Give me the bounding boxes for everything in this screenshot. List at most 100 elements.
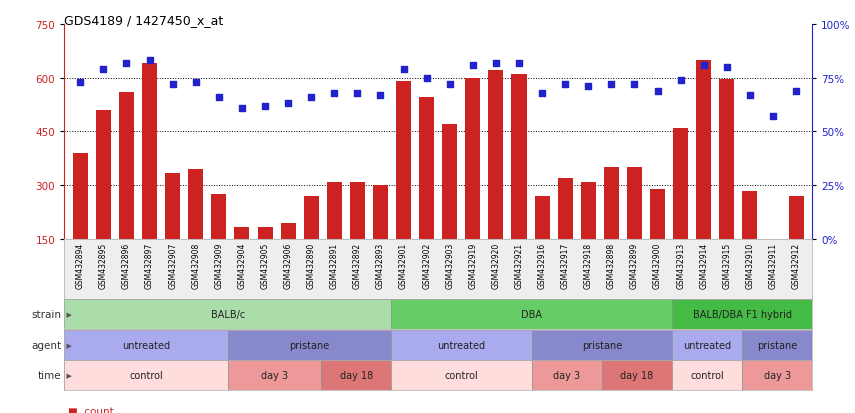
Bar (396, 82, 411, 293)
Text: pristane: pristane (581, 340, 622, 350)
Bar (211, 195, 227, 293)
Bar (532, 361, 602, 390)
Text: GSM432920: GSM432920 (492, 242, 500, 289)
Point (720, 64, 734, 71)
Bar (742, 191, 758, 293)
Point (443, 82, 457, 88)
Text: pristane: pristane (290, 340, 330, 350)
Bar (604, 168, 619, 293)
Bar (532, 330, 672, 360)
Text: pristane: pristane (757, 340, 798, 350)
Bar (142, 64, 157, 293)
Text: GSM432899: GSM432899 (630, 242, 639, 289)
Text: GSM432919: GSM432919 (469, 242, 477, 289)
Bar (696, 61, 711, 293)
Text: BALB/c: BALB/c (210, 309, 245, 319)
Bar (581, 182, 596, 293)
Text: GSM432892: GSM432892 (353, 242, 362, 289)
Text: GSM432893: GSM432893 (376, 242, 385, 289)
Point (512, 60, 526, 67)
Text: untreated: untreated (122, 340, 170, 350)
Point (581, 84, 595, 90)
Text: GSM432891: GSM432891 (330, 242, 339, 289)
Bar (742, 330, 812, 360)
Bar (672, 361, 742, 390)
Bar (280, 223, 296, 293)
Bar (742, 361, 812, 390)
Bar (788, 197, 804, 293)
Point (789, 88, 803, 95)
Point (327, 90, 341, 97)
Text: ▶: ▶ (62, 373, 72, 378)
Point (558, 82, 572, 88)
Point (420, 75, 433, 82)
Text: GSM432890: GSM432890 (307, 242, 315, 289)
Bar (392, 299, 672, 329)
Point (212, 95, 226, 101)
Bar (442, 125, 457, 293)
Bar (321, 361, 392, 390)
Text: GSM432911: GSM432911 (769, 242, 777, 289)
Text: GSM432910: GSM432910 (746, 242, 754, 289)
Text: untreated: untreated (438, 340, 486, 350)
Point (697, 62, 711, 69)
Point (258, 103, 272, 110)
Text: control: control (690, 370, 724, 380)
Text: strain: strain (32, 309, 62, 319)
Point (74, 79, 87, 86)
Text: day 18: day 18 (620, 370, 653, 380)
Bar (227, 361, 321, 390)
Text: DBA: DBA (522, 309, 542, 319)
Bar (672, 299, 812, 329)
Bar (392, 361, 532, 390)
Point (143, 58, 156, 64)
Point (97, 66, 110, 73)
Bar (327, 182, 342, 293)
Point (166, 82, 180, 88)
Point (189, 79, 203, 86)
Point (674, 77, 687, 84)
Bar (511, 75, 527, 293)
Bar (188, 170, 203, 293)
Text: day 18: day 18 (339, 370, 373, 380)
Bar (765, 247, 781, 293)
Bar (557, 179, 573, 293)
Text: ▶: ▶ (62, 311, 72, 317)
Text: ■  count: ■ count (68, 406, 115, 413)
Bar (64, 361, 227, 390)
Point (535, 90, 549, 97)
Text: BALB/DBA F1 hybrid: BALB/DBA F1 hybrid (693, 309, 792, 319)
Point (466, 62, 480, 69)
Point (489, 60, 503, 67)
Text: GSM432894: GSM432894 (76, 242, 85, 289)
Text: GSM432905: GSM432905 (261, 242, 269, 289)
Point (766, 114, 780, 121)
Text: GSM432902: GSM432902 (422, 242, 431, 289)
Bar (650, 190, 665, 293)
Bar (73, 154, 88, 293)
Text: GSM432895: GSM432895 (99, 242, 108, 289)
Bar (719, 80, 734, 293)
Text: day 3: day 3 (764, 370, 791, 380)
Text: GSM432915: GSM432915 (722, 242, 731, 289)
Bar (373, 186, 388, 293)
Text: day 3: day 3 (553, 370, 581, 380)
Text: control: control (445, 370, 479, 380)
Bar (227, 330, 392, 360)
Point (397, 66, 410, 73)
Point (351, 90, 364, 97)
Text: GSM432903: GSM432903 (445, 242, 454, 289)
Bar (465, 78, 481, 293)
Bar (602, 361, 672, 390)
Text: GSM432904: GSM432904 (238, 242, 246, 289)
Text: day 3: day 3 (261, 370, 288, 380)
Point (374, 93, 387, 99)
Bar (304, 197, 319, 293)
Point (120, 60, 133, 67)
Bar (257, 227, 273, 293)
Text: GSM432914: GSM432914 (699, 242, 708, 289)
Text: GSM432907: GSM432907 (168, 242, 177, 289)
Point (743, 93, 757, 99)
Point (304, 95, 318, 101)
Text: untreated: untreated (683, 340, 731, 350)
